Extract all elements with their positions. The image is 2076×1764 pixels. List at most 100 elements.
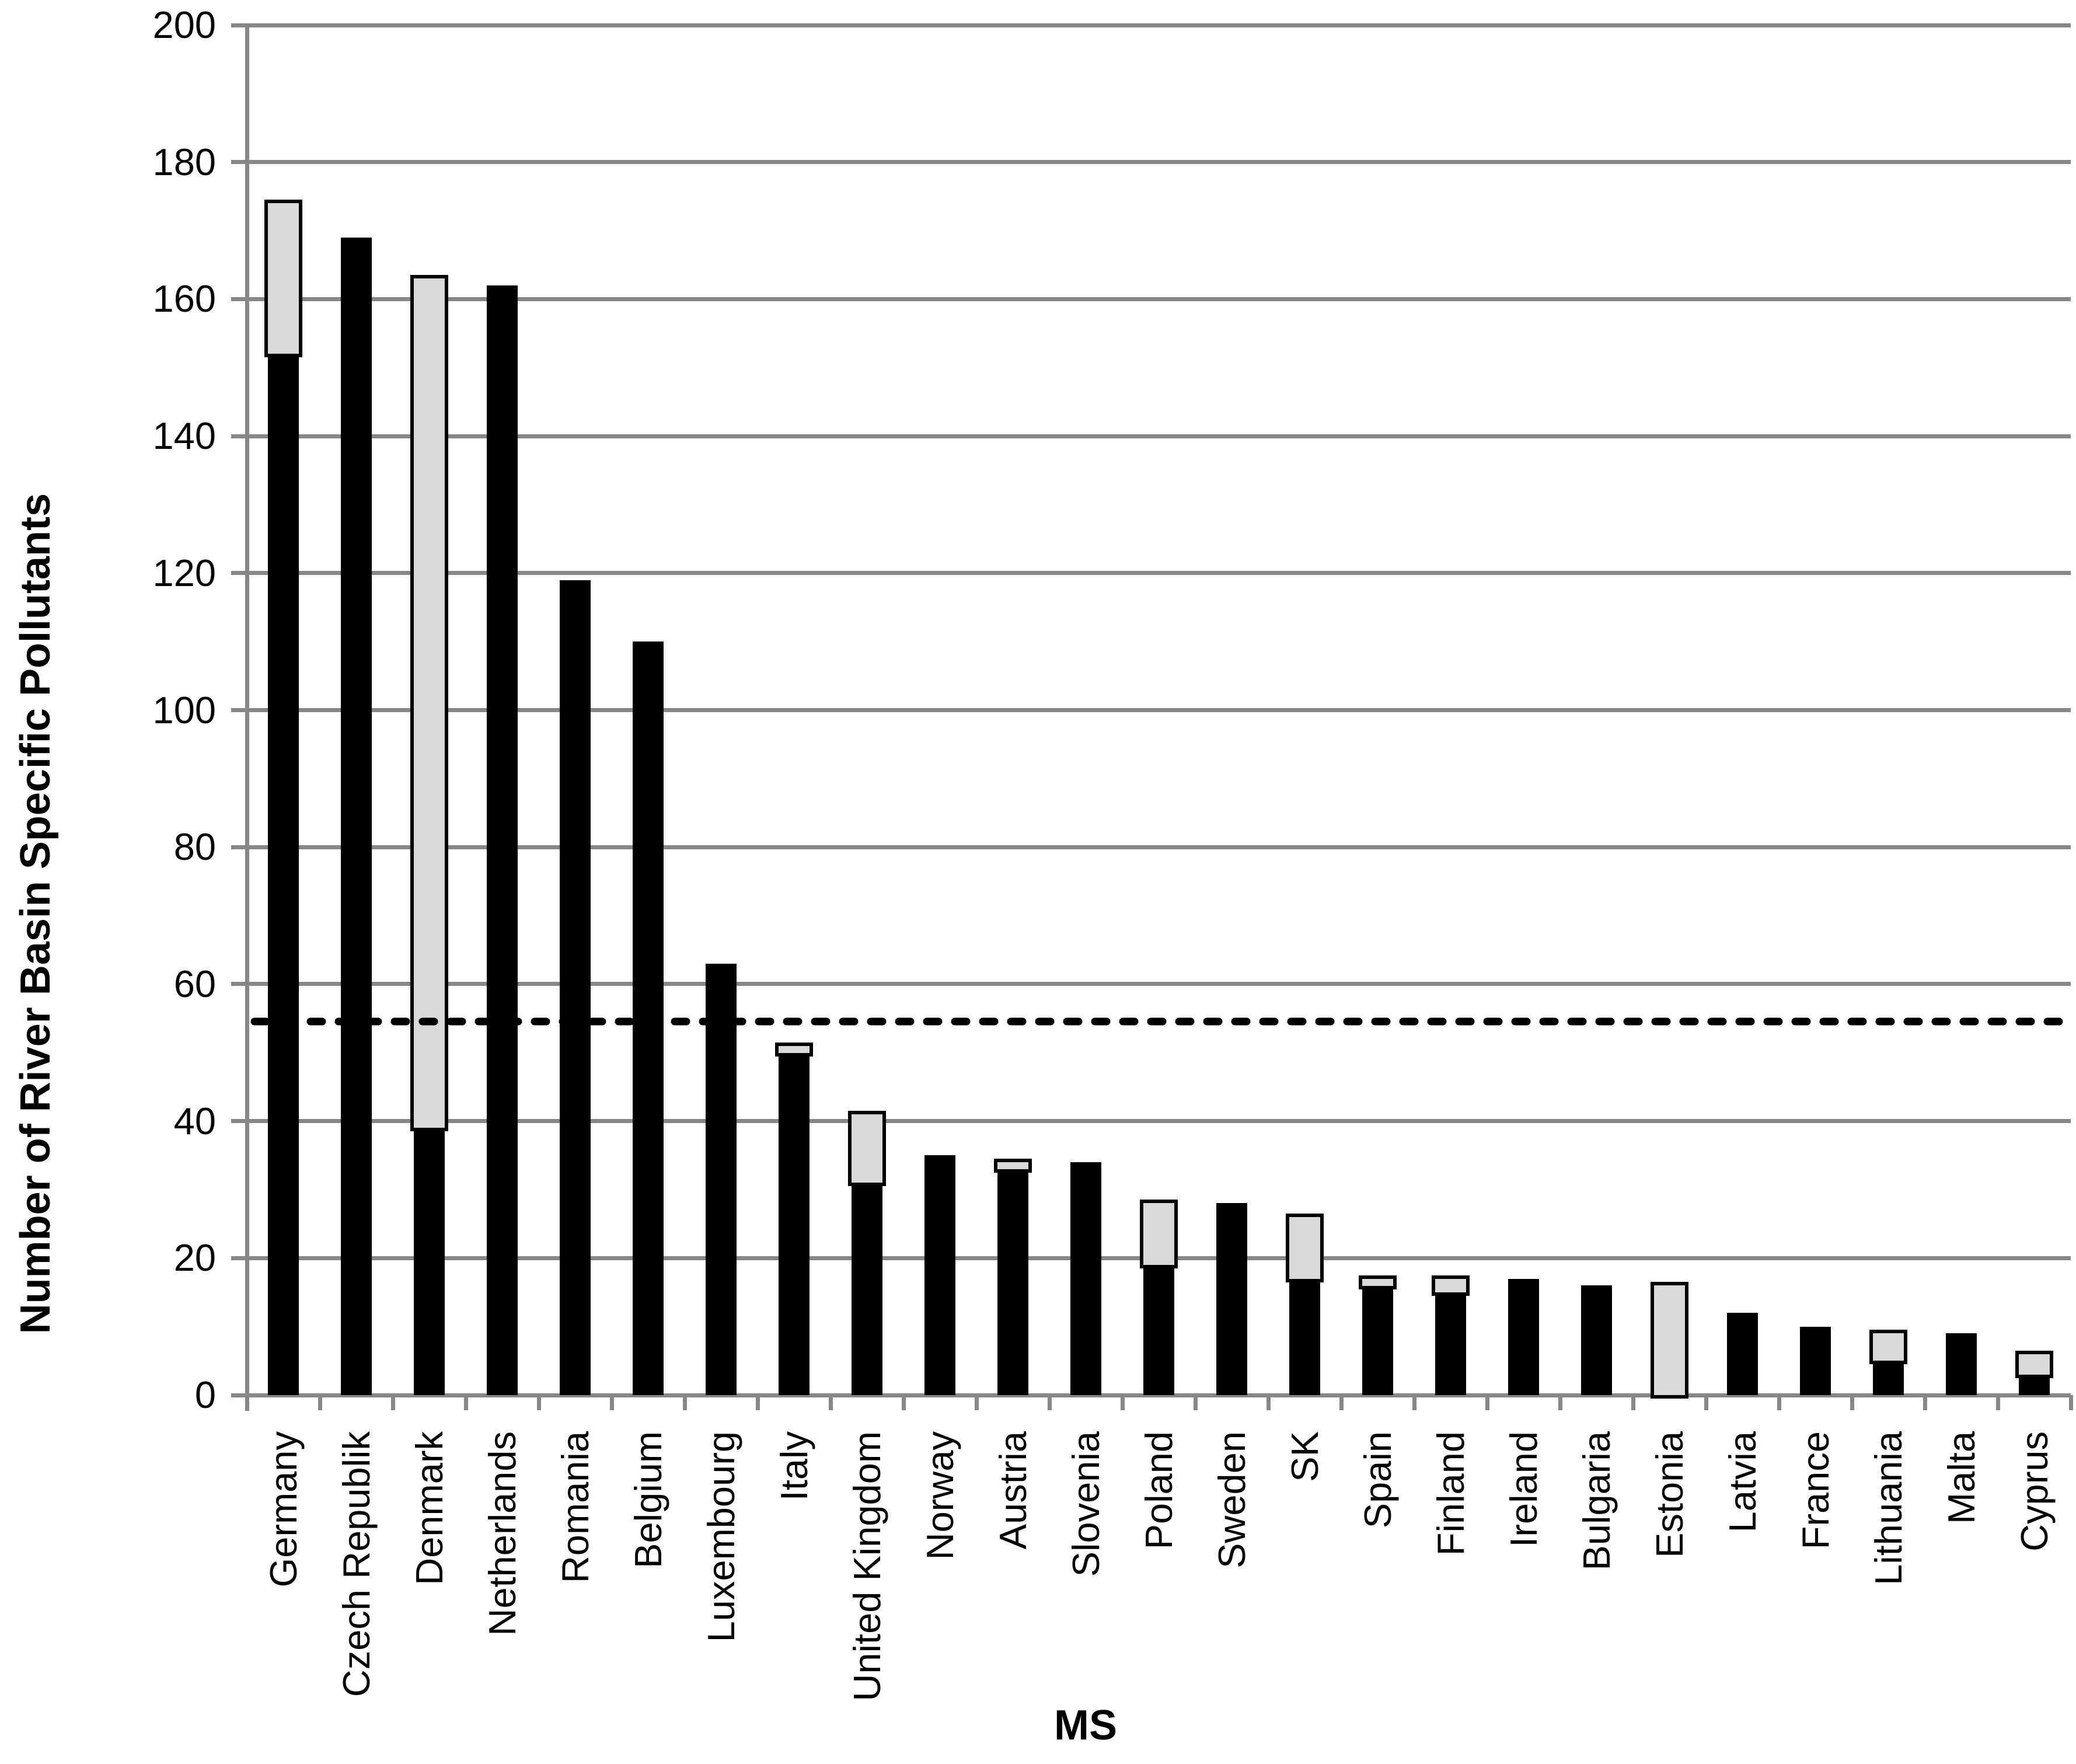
bar-segment-gray-Austria <box>994 1159 1032 1173</box>
x-tick-label-Romania: Romania <box>554 1431 596 1584</box>
gridline-y-80 <box>231 845 2071 849</box>
x-axis-tick <box>2069 1395 2073 1410</box>
x-axis-tick <box>1339 1395 1344 1410</box>
bar-segment-gray-Denmark <box>410 275 448 1131</box>
y-axis-line <box>245 23 249 1411</box>
bar-segment-black-Norway <box>924 1155 955 1395</box>
bar-segment-black-Lithuania <box>1873 1361 1904 1395</box>
x-tick-label-Austria: Austria <box>992 1431 1034 1550</box>
bar-segment-black-Poland <box>1143 1265 1174 1395</box>
bar-segment-black-Germany <box>268 354 299 1395</box>
gridline-y-60 <box>231 982 2071 986</box>
x-axis-tick <box>537 1395 541 1410</box>
x-tick-label-Slovenia: Slovenia <box>1065 1431 1107 1577</box>
bar-segment-black-Latvia <box>1727 1313 1758 1395</box>
x-tick-label-Ireland: Ireland <box>1502 1431 1545 1547</box>
bar-segment-black-Luxembourg <box>706 964 737 1395</box>
y-tick-label-180: 180 <box>152 141 216 183</box>
x-tick-label-Estonia: Estonia <box>1648 1431 1691 1558</box>
bar-segment-gray-Italy <box>775 1043 813 1057</box>
bar-segment-gray-Poland <box>1140 1200 1178 1268</box>
y-tick-label-60: 60 <box>173 963 216 1005</box>
gridline-y-200 <box>231 23 2071 27</box>
bar-segment-gray-SK <box>1286 1214 1324 1282</box>
gridline-y-120 <box>231 571 2071 575</box>
x-axis-tick <box>829 1395 833 1410</box>
gridline-y-0 <box>231 1393 2071 1397</box>
bar-segment-black-Spain <box>1362 1285 1393 1395</box>
x-tick-label-Sweden: Sweden <box>1210 1431 1253 1568</box>
bar-segment-black-Slovenia <box>1070 1162 1101 1395</box>
x-axis-tick <box>683 1395 687 1410</box>
y-tick-label-120: 120 <box>152 552 216 594</box>
x-axis-tick <box>1048 1395 1052 1410</box>
bar-segment-gray-Lithuania <box>1869 1330 1907 1364</box>
x-axis-tick <box>1777 1395 1781 1410</box>
gridline-y-140 <box>231 434 2071 438</box>
x-axis-title: MS <box>1054 1702 1117 1749</box>
x-tick-label-Czech Republik: Czech Republik <box>335 1431 378 1697</box>
bar-segment-black-Austria <box>997 1169 1028 1395</box>
y-tick-label-200: 200 <box>152 4 216 46</box>
gridline-y-160 <box>231 297 2071 301</box>
gridline-y-100 <box>231 708 2071 712</box>
x-axis-tick <box>1412 1395 1416 1410</box>
bar-segment-black-Italy <box>779 1052 810 1395</box>
y-tick-label-40: 40 <box>173 1100 216 1142</box>
bar-segment-gray-Finland <box>1432 1275 1470 1296</box>
bar-segment-gray-Germany <box>264 200 302 357</box>
x-axis-tick <box>1121 1395 1125 1410</box>
x-axis-tick <box>902 1395 906 1410</box>
x-axis-tick <box>1558 1395 1562 1410</box>
bar-segment-black-Sweden <box>1216 1203 1247 1395</box>
x-axis-tick <box>975 1395 979 1410</box>
x-tick-label-Italy: Italy <box>773 1431 815 1501</box>
y-tick-label-0: 0 <box>194 1373 216 1416</box>
x-tick-label-Lithuania: Lithuania <box>1867 1431 1910 1585</box>
x-tick-label-Latvia: Latvia <box>1721 1431 1764 1533</box>
bar-segment-black-Czech Republik <box>341 238 372 1395</box>
x-axis-tick <box>318 1395 322 1410</box>
x-tick-label-Bulgaria: Bulgaria <box>1575 1431 1618 1571</box>
gridline-y-180 <box>231 160 2071 164</box>
bar-segment-gray-Cyprus <box>2015 1351 2053 1378</box>
bar-segment-black-Bulgaria <box>1581 1285 1612 1395</box>
x-axis-tick <box>391 1395 395 1410</box>
x-tick-label-Netherlands: Netherlands <box>481 1431 524 1636</box>
bar-segment-black-United Kingdom <box>852 1183 882 1395</box>
y-tick-label-160: 160 <box>152 277 216 320</box>
x-axis-tick <box>464 1395 468 1410</box>
x-axis-tick <box>1850 1395 1854 1410</box>
x-tick-label-SK: SK <box>1283 1431 1326 1482</box>
bar-segment-black-Malta <box>1946 1333 1977 1395</box>
x-tick-label-United Kingdom: United Kingdom <box>846 1431 888 1702</box>
x-tick-label-Cyprus: Cyprus <box>2013 1431 2056 1552</box>
y-axis-title: Number of River Basin Specific Pollutant… <box>12 493 59 1334</box>
x-tick-label-Spain: Spain <box>1356 1431 1399 1529</box>
x-axis-tick <box>1996 1395 2000 1410</box>
y-tick-label-20: 20 <box>173 1236 216 1279</box>
x-axis-tick <box>1704 1395 1708 1410</box>
bar-segment-black-Netherlands <box>487 285 518 1395</box>
x-axis-tick <box>756 1395 760 1410</box>
x-tick-label-Malta: Malta <box>1940 1431 1983 1524</box>
x-tick-label-Norway: Norway <box>919 1431 961 1560</box>
x-tick-label-Luxembourg: Luxembourg <box>700 1431 742 1643</box>
bar-segment-black-Belgium <box>633 642 664 1395</box>
x-tick-label-France: France <box>1794 1431 1837 1550</box>
x-axis-tick <box>1485 1395 1489 1410</box>
x-axis-tick <box>1923 1395 1927 1410</box>
x-axis-tick <box>1194 1395 1198 1410</box>
y-tick-label-100: 100 <box>152 689 216 731</box>
x-tick-label-Germany: Germany <box>262 1431 305 1588</box>
bar-segment-black-France <box>1800 1327 1831 1395</box>
x-axis-tick <box>1631 1395 1635 1410</box>
x-tick-label-Denmark: Denmark <box>408 1431 451 1585</box>
x-axis-tick <box>610 1395 614 1410</box>
x-tick-label-Belgium: Belgium <box>627 1431 669 1568</box>
bar-segment-black-Finland <box>1435 1292 1466 1395</box>
x-tick-label-Finland: Finland <box>1429 1431 1472 1556</box>
y-tick-label-80: 80 <box>173 825 216 868</box>
bar-segment-black-SK <box>1289 1279 1320 1395</box>
